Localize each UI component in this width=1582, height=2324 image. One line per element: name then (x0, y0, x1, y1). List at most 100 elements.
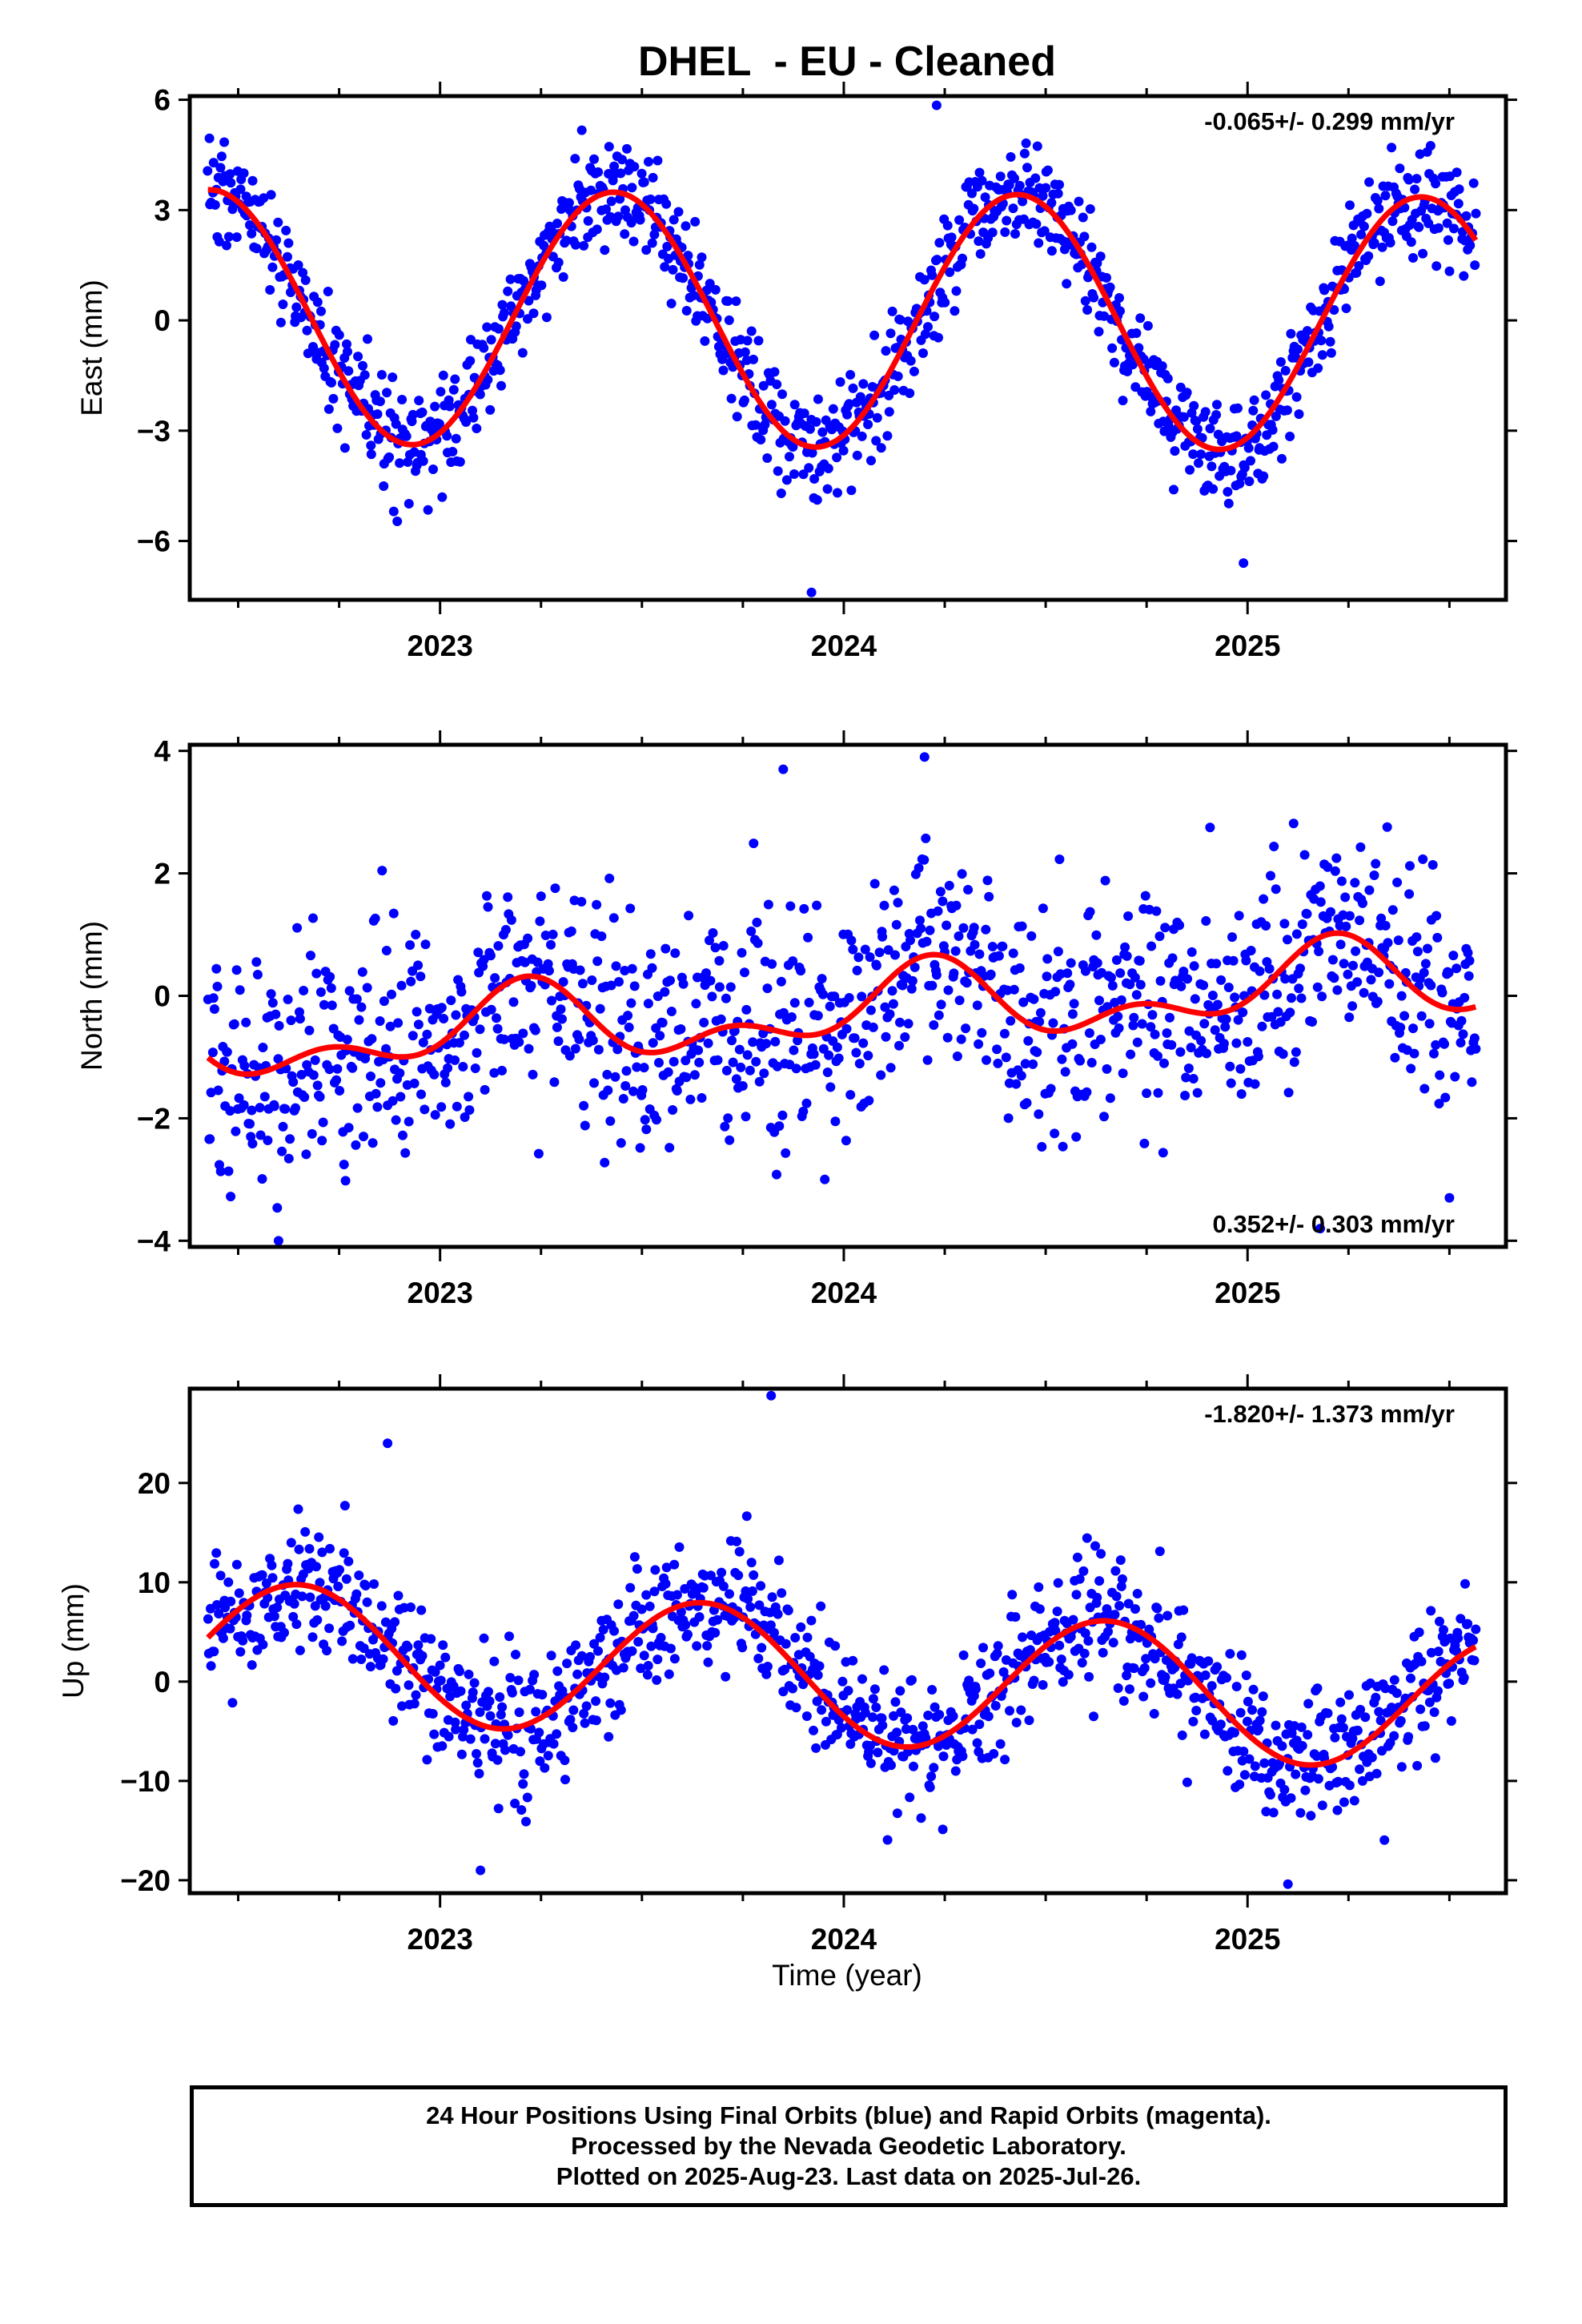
east-point (1329, 305, 1339, 315)
up-point (455, 1667, 464, 1676)
north-point (880, 1002, 890, 1012)
north-point (881, 1031, 891, 1042)
north-x-tick-label: 2025 (1215, 1277, 1280, 1309)
up-point (1098, 1647, 1108, 1658)
up-point (925, 1782, 935, 1792)
north-point (693, 1045, 704, 1055)
east-point (1191, 416, 1202, 426)
up-point (416, 1605, 427, 1615)
north-point (752, 917, 762, 927)
east-point (505, 274, 516, 284)
north-point (1344, 1012, 1355, 1023)
north-point (472, 1047, 482, 1058)
east-point (1323, 321, 1334, 332)
north-point (213, 1085, 223, 1096)
east-point (673, 207, 684, 217)
north-point (1271, 884, 1281, 895)
north-point (1323, 862, 1333, 872)
north-point (1231, 1038, 1242, 1048)
up-point (1110, 1566, 1121, 1576)
up-point (1078, 1566, 1089, 1576)
north-point (820, 1174, 830, 1184)
north-point (552, 1022, 562, 1032)
up-point (472, 1758, 483, 1768)
up-x-tick-label: 2025 (1215, 1923, 1280, 1956)
up-point (215, 1570, 226, 1581)
up-point (1054, 1640, 1065, 1651)
east-point (678, 273, 689, 283)
east-point (1444, 266, 1455, 276)
north-point (804, 997, 814, 1007)
up-point (886, 1760, 896, 1771)
up-point (806, 1615, 817, 1626)
east-point (231, 232, 242, 243)
north-point (1081, 966, 1090, 976)
up-point (1074, 1574, 1085, 1584)
north-point (669, 1056, 679, 1067)
north-point (725, 982, 736, 992)
east-point (1079, 231, 1090, 242)
east-point (444, 401, 455, 412)
north-point (746, 926, 757, 936)
north-point (558, 977, 568, 987)
east-point (772, 380, 782, 389)
up-point (1303, 1699, 1314, 1709)
up-point (376, 1601, 387, 1611)
north-point (523, 933, 533, 943)
east-point (1109, 357, 1119, 368)
east-point (753, 336, 764, 346)
east-point (842, 409, 853, 420)
up-point (1056, 1655, 1066, 1664)
up-point (1371, 1692, 1381, 1703)
east-point (958, 253, 967, 263)
north-point (375, 1078, 386, 1088)
up-point (369, 1579, 379, 1589)
up-point (902, 1713, 913, 1723)
north-point (655, 1031, 665, 1041)
north-point (818, 1043, 829, 1054)
east-point (697, 252, 707, 263)
north-point (851, 1047, 861, 1058)
up-point (970, 1684, 981, 1695)
north-point (845, 1090, 856, 1100)
north-point (925, 925, 935, 935)
up-point (905, 1792, 915, 1803)
up-point (1323, 1708, 1333, 1719)
north-point (1125, 979, 1135, 990)
up-point (351, 1589, 362, 1599)
east-point (609, 161, 620, 171)
north-point (1038, 903, 1048, 914)
north-point (986, 969, 996, 979)
east-point (1046, 198, 1057, 208)
up-point (1291, 1769, 1301, 1779)
north-point (1054, 854, 1065, 864)
up-point (565, 1715, 576, 1725)
east-point (1095, 251, 1106, 262)
north-point (1404, 889, 1415, 899)
north-point (951, 900, 962, 911)
north-point (1456, 1038, 1466, 1047)
up-point (765, 1620, 776, 1630)
north-point (817, 974, 827, 984)
north-point (234, 1093, 244, 1104)
north-point (956, 1034, 966, 1044)
east-fit-curve (207, 187, 1479, 452)
up-point (1446, 1716, 1456, 1726)
up-point (1108, 1638, 1118, 1648)
north-point (295, 1014, 305, 1024)
north-point (1211, 959, 1222, 969)
north-point (1424, 1019, 1435, 1029)
up-point (475, 1707, 485, 1717)
north-point (377, 866, 387, 876)
east-y-tick-label: 6 (154, 84, 171, 117)
east-point (852, 450, 862, 460)
east-point (1285, 432, 1295, 441)
east-point (1282, 405, 1292, 416)
north-point (670, 948, 681, 959)
east-point (327, 377, 336, 388)
up-point (811, 1743, 821, 1753)
north-point (942, 920, 952, 931)
east-y-tick-label: −3 (137, 415, 171, 448)
east-point (1105, 282, 1115, 292)
east-point (1185, 464, 1195, 475)
